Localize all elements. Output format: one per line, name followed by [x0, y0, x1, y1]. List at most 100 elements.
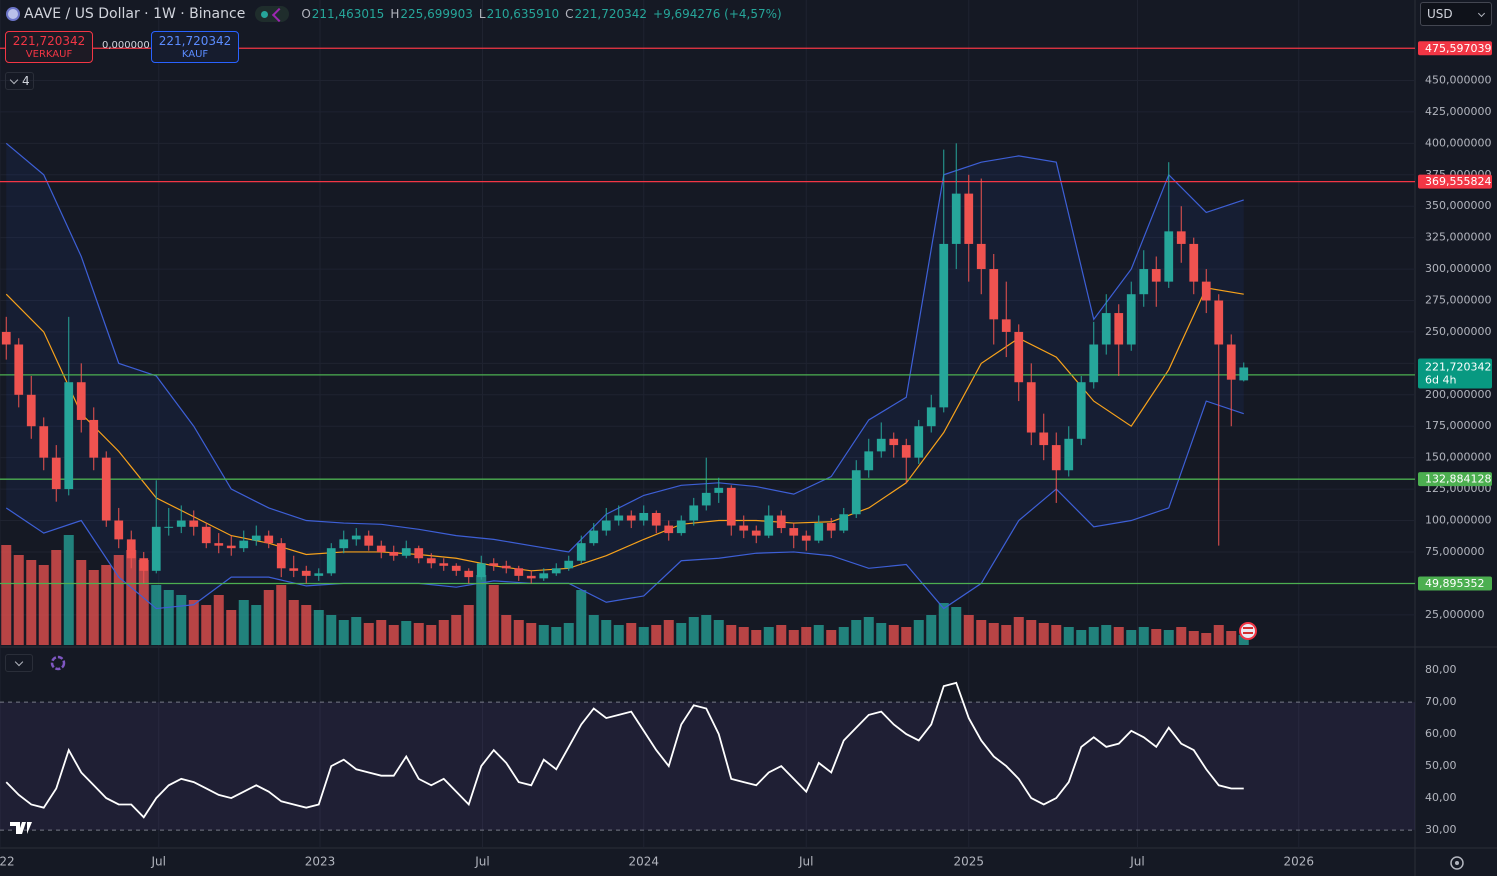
volume-bar [226, 610, 237, 645]
volume-bar [838, 627, 849, 645]
rsi-tick-label: 30,00 [1425, 823, 1457, 836]
candle-body [814, 523, 824, 541]
candle-body [126, 539, 136, 559]
volume-bar [488, 585, 499, 645]
event-flag[interactable] [1239, 622, 1257, 640]
rsi-collapse[interactable] [5, 654, 33, 672]
rsi-line [5, 681, 1244, 819]
low-label: L [478, 7, 486, 21]
candle-body [326, 548, 336, 574]
candle-body [164, 526, 174, 528]
candle-body [526, 575, 536, 579]
currency-select[interactable]: USD [1420, 2, 1492, 26]
volume-bar [813, 625, 824, 645]
candle-body [426, 558, 436, 564]
volume-bar [13, 555, 24, 645]
candle-body [1176, 231, 1186, 244]
sell-label: VERKAUF [25, 49, 73, 60]
candle-body [1076, 382, 1086, 439]
y-tick-label: 400,000000 [1425, 136, 1491, 149]
rsi-tick-label: 40,00 [1425, 791, 1457, 804]
candle-body [401, 548, 411, 556]
candle-body [1039, 432, 1049, 446]
change-value: +9,694276 (+4,57%) [653, 7, 782, 21]
rsi-source-icon[interactable] [50, 655, 66, 671]
volume-bar [1101, 625, 1112, 645]
volume-bar [576, 590, 587, 645]
candle-body [1026, 382, 1036, 433]
y-tick-label: 325,000000 [1425, 231, 1491, 244]
candle-body [276, 543, 286, 569]
candle-body [551, 568, 561, 574]
x-tick-label: 2025 [953, 855, 984, 869]
last-price-label: 221,720342 [1425, 360, 1491, 373]
y-tick-label: 100,000000 [1425, 514, 1491, 527]
volume-bar [113, 555, 124, 645]
candle-body [701, 492, 711, 506]
x-tick-label: 2024 [628, 855, 659, 869]
open-label: O [301, 7, 311, 21]
volume-bar [38, 565, 49, 645]
candle-body [989, 269, 999, 320]
candle-body [964, 193, 974, 244]
volume-bar [876, 623, 887, 645]
candle-body [476, 563, 486, 578]
candle-body [314, 573, 324, 576]
rsi-tick-label: 70,00 [1425, 695, 1457, 708]
candle-body [614, 515, 624, 521]
volume-bar [801, 627, 812, 645]
candle-body [639, 512, 649, 521]
volume-bar [738, 627, 749, 645]
symbol-title[interactable]: AAVE / US Dollar · 1W · Binance [24, 6, 246, 22]
volume-bar [476, 575, 487, 645]
y-tick-label: 150,000000 [1425, 451, 1491, 464]
volume-bar [938, 603, 949, 645]
settings-icon[interactable] [1450, 856, 1464, 870]
x-tick-label: Jul [798, 855, 813, 869]
volume-bar [313, 610, 324, 645]
buy-button[interactable]: 221,720342 KAUF [151, 31, 239, 63]
volume-bar [213, 595, 224, 645]
volume-bar [588, 615, 599, 645]
level-tag [1418, 472, 1492, 487]
volume-bar [363, 623, 374, 645]
volume-bar [1038, 623, 1049, 645]
volume-bar [151, 585, 162, 645]
volume-bar [1076, 630, 1087, 645]
candle-body [201, 526, 211, 544]
volume-bar [1163, 630, 1174, 645]
candle-body [514, 568, 524, 576]
volume-bar [1013, 617, 1024, 645]
volume-bar [138, 560, 149, 645]
candle-body [801, 535, 811, 541]
candle-body [1051, 445, 1061, 471]
candle-body [1014, 331, 1024, 383]
candle-body [839, 514, 849, 531]
band-fill [6, 143, 1244, 609]
candle-body [939, 243, 949, 408]
candle-body [764, 515, 774, 536]
candle-body [1151, 269, 1161, 282]
volume-bar [613, 625, 624, 645]
x-tick-label: Jul [151, 855, 166, 869]
status-pill[interactable] [255, 6, 290, 22]
y-tick-label: 450,000000 [1425, 73, 1491, 86]
indicator-toggle[interactable]: 4 [5, 72, 34, 90]
sell-button[interactable]: 221,720342 VERKAUF [5, 31, 93, 63]
candle-body [864, 451, 874, 471]
volume-bar [1051, 625, 1062, 645]
x-tick-label: Jul [1129, 855, 1144, 869]
rsi-tick-label: 80,00 [1425, 663, 1457, 676]
close-value: 221,720342 [574, 7, 648, 21]
volume-bar [426, 625, 437, 645]
candle-body [539, 573, 549, 579]
volume-bar [1213, 625, 1224, 645]
volume-bar [238, 600, 249, 645]
candle-body [176, 520, 186, 527]
candle-body [89, 419, 99, 458]
indicator-line [5, 400, 1244, 610]
close-label: C [565, 7, 574, 21]
volume-bar [276, 585, 287, 645]
